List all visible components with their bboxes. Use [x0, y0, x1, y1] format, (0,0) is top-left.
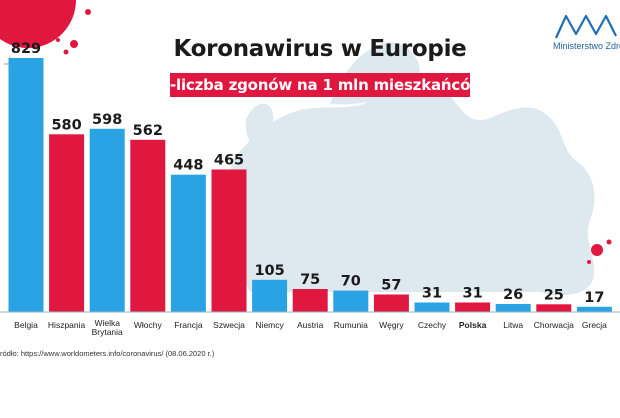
virus-dot: [56, 38, 60, 42]
value-label: 829: [11, 41, 41, 57]
logo-mark-icon: [554, 14, 617, 39]
category-label: Chorwacja: [534, 320, 574, 330]
map-britain: [245, 103, 274, 147]
decoration-virus-right: [587, 239, 612, 264]
bar-belgia: [8, 58, 44, 312]
bar-grecja: [576, 306, 612, 312]
virus-circle: [0, 0, 76, 48]
virus-dot: [587, 260, 591, 264]
value-label: 562: [133, 123, 163, 139]
bar-chorwacja: [536, 304, 572, 312]
category-label: Węgry: [379, 320, 404, 330]
bar-rumunia: [333, 290, 369, 312]
bar-wielka-brytania: [89, 128, 125, 312]
category-labels-layer: Belgia Hiszpania Wielka Brytania Włochy Franc…: [14, 318, 607, 337]
category-label: Litwa: [503, 320, 523, 330]
chart-title: Koronawirus w Europie: [173, 36, 467, 62]
category-label: Belgia: [14, 320, 38, 330]
ministry-name: Ministerstwo Zdrowia: [553, 41, 620, 51]
value-label: 598: [92, 112, 122, 128]
category-label: Francja: [174, 320, 203, 330]
bar-francja: [170, 174, 206, 312]
value-label: 17: [584, 290, 604, 306]
value-label: 448: [173, 158, 203, 174]
category-label: Niemcy: [255, 320, 284, 330]
bar-austria: [292, 289, 328, 312]
value-label: 105: [254, 263, 284, 279]
bar-niemcy: [252, 279, 288, 312]
bar-czechy: [414, 302, 450, 312]
chart-subtitle: -liczba zgonów na 1 mln mieszkańców: [170, 73, 484, 97]
virus-dot: [606, 239, 612, 245]
category-label: Rumunia: [334, 320, 368, 330]
decoration-virus-top-left: [0, 0, 91, 55]
bar-hiszpania: [49, 134, 85, 312]
virus-dot: [591, 244, 603, 256]
value-labels-layer: 829 580 598 562 448 465 105 75 70 57 31 31 26 25 17: [11, 41, 605, 306]
category-label: Polska: [459, 320, 487, 330]
bars-layer: [8, 58, 612, 312]
bar-szwecja: [211, 169, 247, 312]
virus-dot: [70, 40, 78, 48]
category-label: Czechy: [418, 320, 447, 330]
bar-litwa: [495, 304, 531, 312]
category-label: Szwecja: [213, 320, 245, 330]
bar-włochy: [130, 139, 166, 312]
virus-dot: [85, 9, 91, 15]
bar-polska: [455, 302, 491, 312]
category-label: Wielka Brytania: [92, 318, 123, 337]
category-label: Austria: [297, 320, 324, 330]
value-label: 465: [214, 153, 244, 169]
category-label: Grecja: [582, 320, 607, 330]
map-landmass: [228, 85, 595, 296]
value-label: 580: [51, 117, 81, 133]
value-label: 31: [422, 286, 442, 302]
bar-węgry: [373, 294, 409, 312]
virus-dot: [63, 49, 69, 55]
value-label: 25: [544, 287, 564, 303]
value-label: 75: [300, 272, 320, 288]
value-label: 70: [341, 274, 361, 290]
source-note: ródło: https://www.worldometers.info/cor…: [0, 349, 215, 358]
ministry-logo: [554, 14, 617, 39]
value-label: 57: [381, 278, 401, 294]
category-label: Hiszpania: [48, 320, 86, 330]
value-label: 26: [503, 287, 523, 303]
value-label: 31: [463, 286, 483, 302]
category-label: Włochy: [134, 320, 163, 330]
